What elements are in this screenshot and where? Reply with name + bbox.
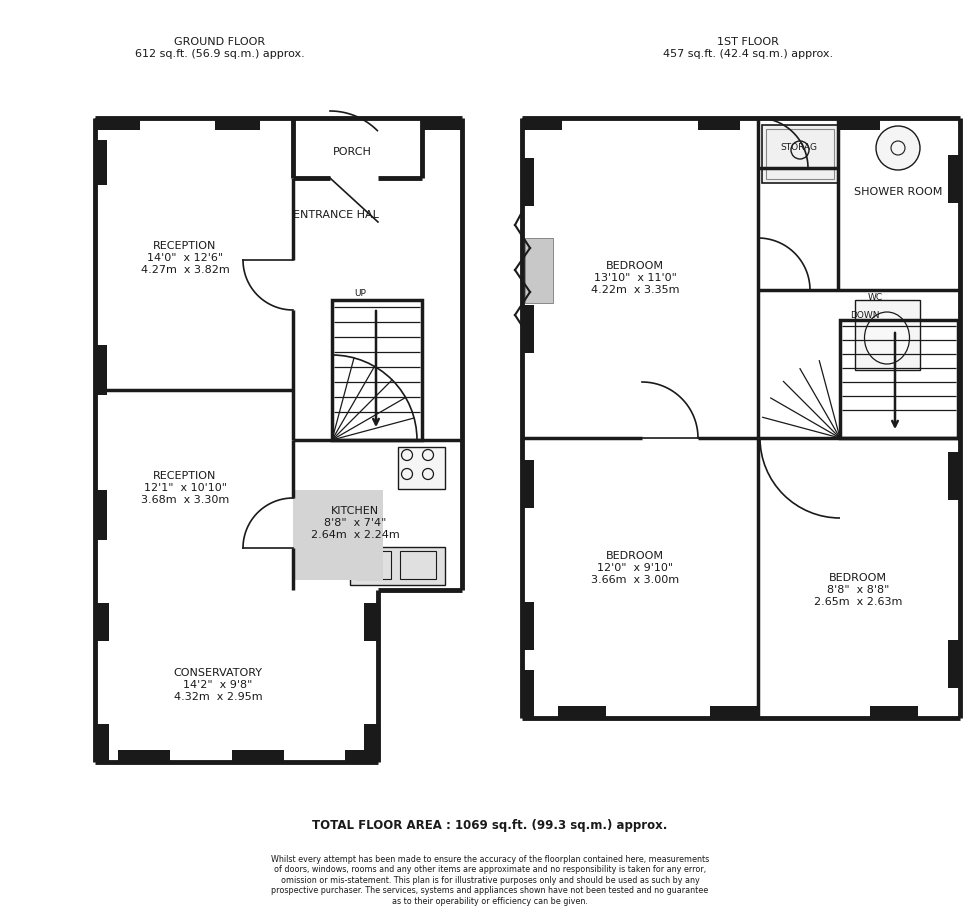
Bar bbox=[95, 118, 140, 130]
Bar bbox=[948, 452, 960, 500]
Bar bbox=[840, 320, 958, 438]
Bar bbox=[522, 158, 534, 206]
Bar bbox=[422, 118, 462, 130]
Text: Whilst every attempt has been made to ensure the accuracy of the floorplan conta: Whilst every attempt has been made to en… bbox=[270, 855, 710, 906]
Bar bbox=[762, 125, 838, 183]
Bar bbox=[522, 670, 534, 718]
Circle shape bbox=[876, 126, 920, 170]
Bar bbox=[838, 118, 880, 130]
Bar bbox=[118, 750, 170, 762]
Text: RECEPTION
12'1"  x 10'10"
3.68m  x 3.30m: RECEPTION 12'1" x 10'10" 3.68m x 3.30m bbox=[141, 471, 229, 505]
Bar bbox=[525, 238, 553, 303]
Bar bbox=[215, 118, 260, 130]
Bar bbox=[522, 602, 534, 650]
Ellipse shape bbox=[864, 312, 909, 364]
Bar bbox=[948, 640, 960, 688]
Bar bbox=[364, 724, 378, 762]
Bar bbox=[522, 305, 534, 353]
Text: RECEPTION
14'0"  x 12'6"
4.27m  x 3.82m: RECEPTION 14'0" x 12'6" 4.27m x 3.82m bbox=[140, 241, 229, 275]
Text: KITCHEN
8'8"  x 7'4"
2.64m  x 2.24m: KITCHEN 8'8" x 7'4" 2.64m x 2.24m bbox=[311, 506, 400, 540]
Bar bbox=[364, 603, 378, 641]
Bar bbox=[710, 706, 758, 718]
Text: BEDROOM
12'0"  x 9'10"
3.66m  x 3.00m: BEDROOM 12'0" x 9'10" 3.66m x 3.00m bbox=[591, 552, 679, 584]
Bar bbox=[345, 750, 379, 762]
Text: BEDROOM
13'10"  x 11'0"
4.22m  x 3.35m: BEDROOM 13'10" x 11'0" 4.22m x 3.35m bbox=[591, 262, 679, 294]
Bar bbox=[870, 706, 918, 718]
Bar bbox=[948, 155, 960, 203]
Bar bbox=[332, 300, 422, 440]
Text: PORCH: PORCH bbox=[332, 147, 371, 157]
Bar bbox=[698, 118, 740, 130]
Bar bbox=[293, 490, 383, 580]
Bar bbox=[855, 300, 920, 370]
Bar bbox=[522, 460, 534, 508]
Text: WC: WC bbox=[867, 294, 883, 303]
Text: BEDROOM
8'8"  x 8'8"
2.65m  x 2.63m: BEDROOM 8'8" x 8'8" 2.65m x 2.63m bbox=[813, 573, 903, 607]
Text: DOWN: DOWN bbox=[851, 311, 880, 320]
Bar bbox=[522, 118, 562, 130]
Bar bbox=[350, 547, 445, 585]
Bar bbox=[525, 238, 553, 303]
Bar bbox=[232, 750, 284, 762]
Bar bbox=[95, 603, 109, 641]
Text: GROUND FLOOR
612 sq.ft. (56.9 sq.m.) approx.: GROUND FLOOR 612 sq.ft. (56.9 sq.m.) app… bbox=[135, 37, 305, 59]
Text: SHOWER ROOM: SHOWER ROOM bbox=[854, 187, 942, 197]
Bar bbox=[398, 447, 445, 489]
Text: TOTAL FLOOR AREA : 1069 sq.ft. (99.3 sq.m.) approx.: TOTAL FLOOR AREA : 1069 sq.ft. (99.3 sq.… bbox=[313, 818, 667, 832]
Bar bbox=[95, 140, 107, 185]
Text: 1ST FLOOR
457 sq.ft. (42.4 sq.m.) approx.: 1ST FLOOR 457 sq.ft. (42.4 sq.m.) approx… bbox=[662, 37, 833, 59]
Bar bbox=[355, 551, 391, 579]
Bar bbox=[400, 551, 436, 579]
Bar bbox=[558, 706, 606, 718]
Text: STORAG: STORAG bbox=[780, 143, 817, 152]
Bar bbox=[766, 129, 834, 179]
Bar bbox=[95, 345, 107, 395]
Text: ENTRANCE HAL: ENTRANCE HAL bbox=[293, 210, 379, 220]
Text: CONSERVATORY
14'2"  x 9'8"
4.32m  x 2.95m: CONSERVATORY 14'2" x 9'8" 4.32m x 2.95m bbox=[173, 669, 263, 701]
Bar bbox=[95, 724, 109, 762]
Bar bbox=[95, 490, 107, 540]
Text: UP: UP bbox=[354, 288, 366, 297]
